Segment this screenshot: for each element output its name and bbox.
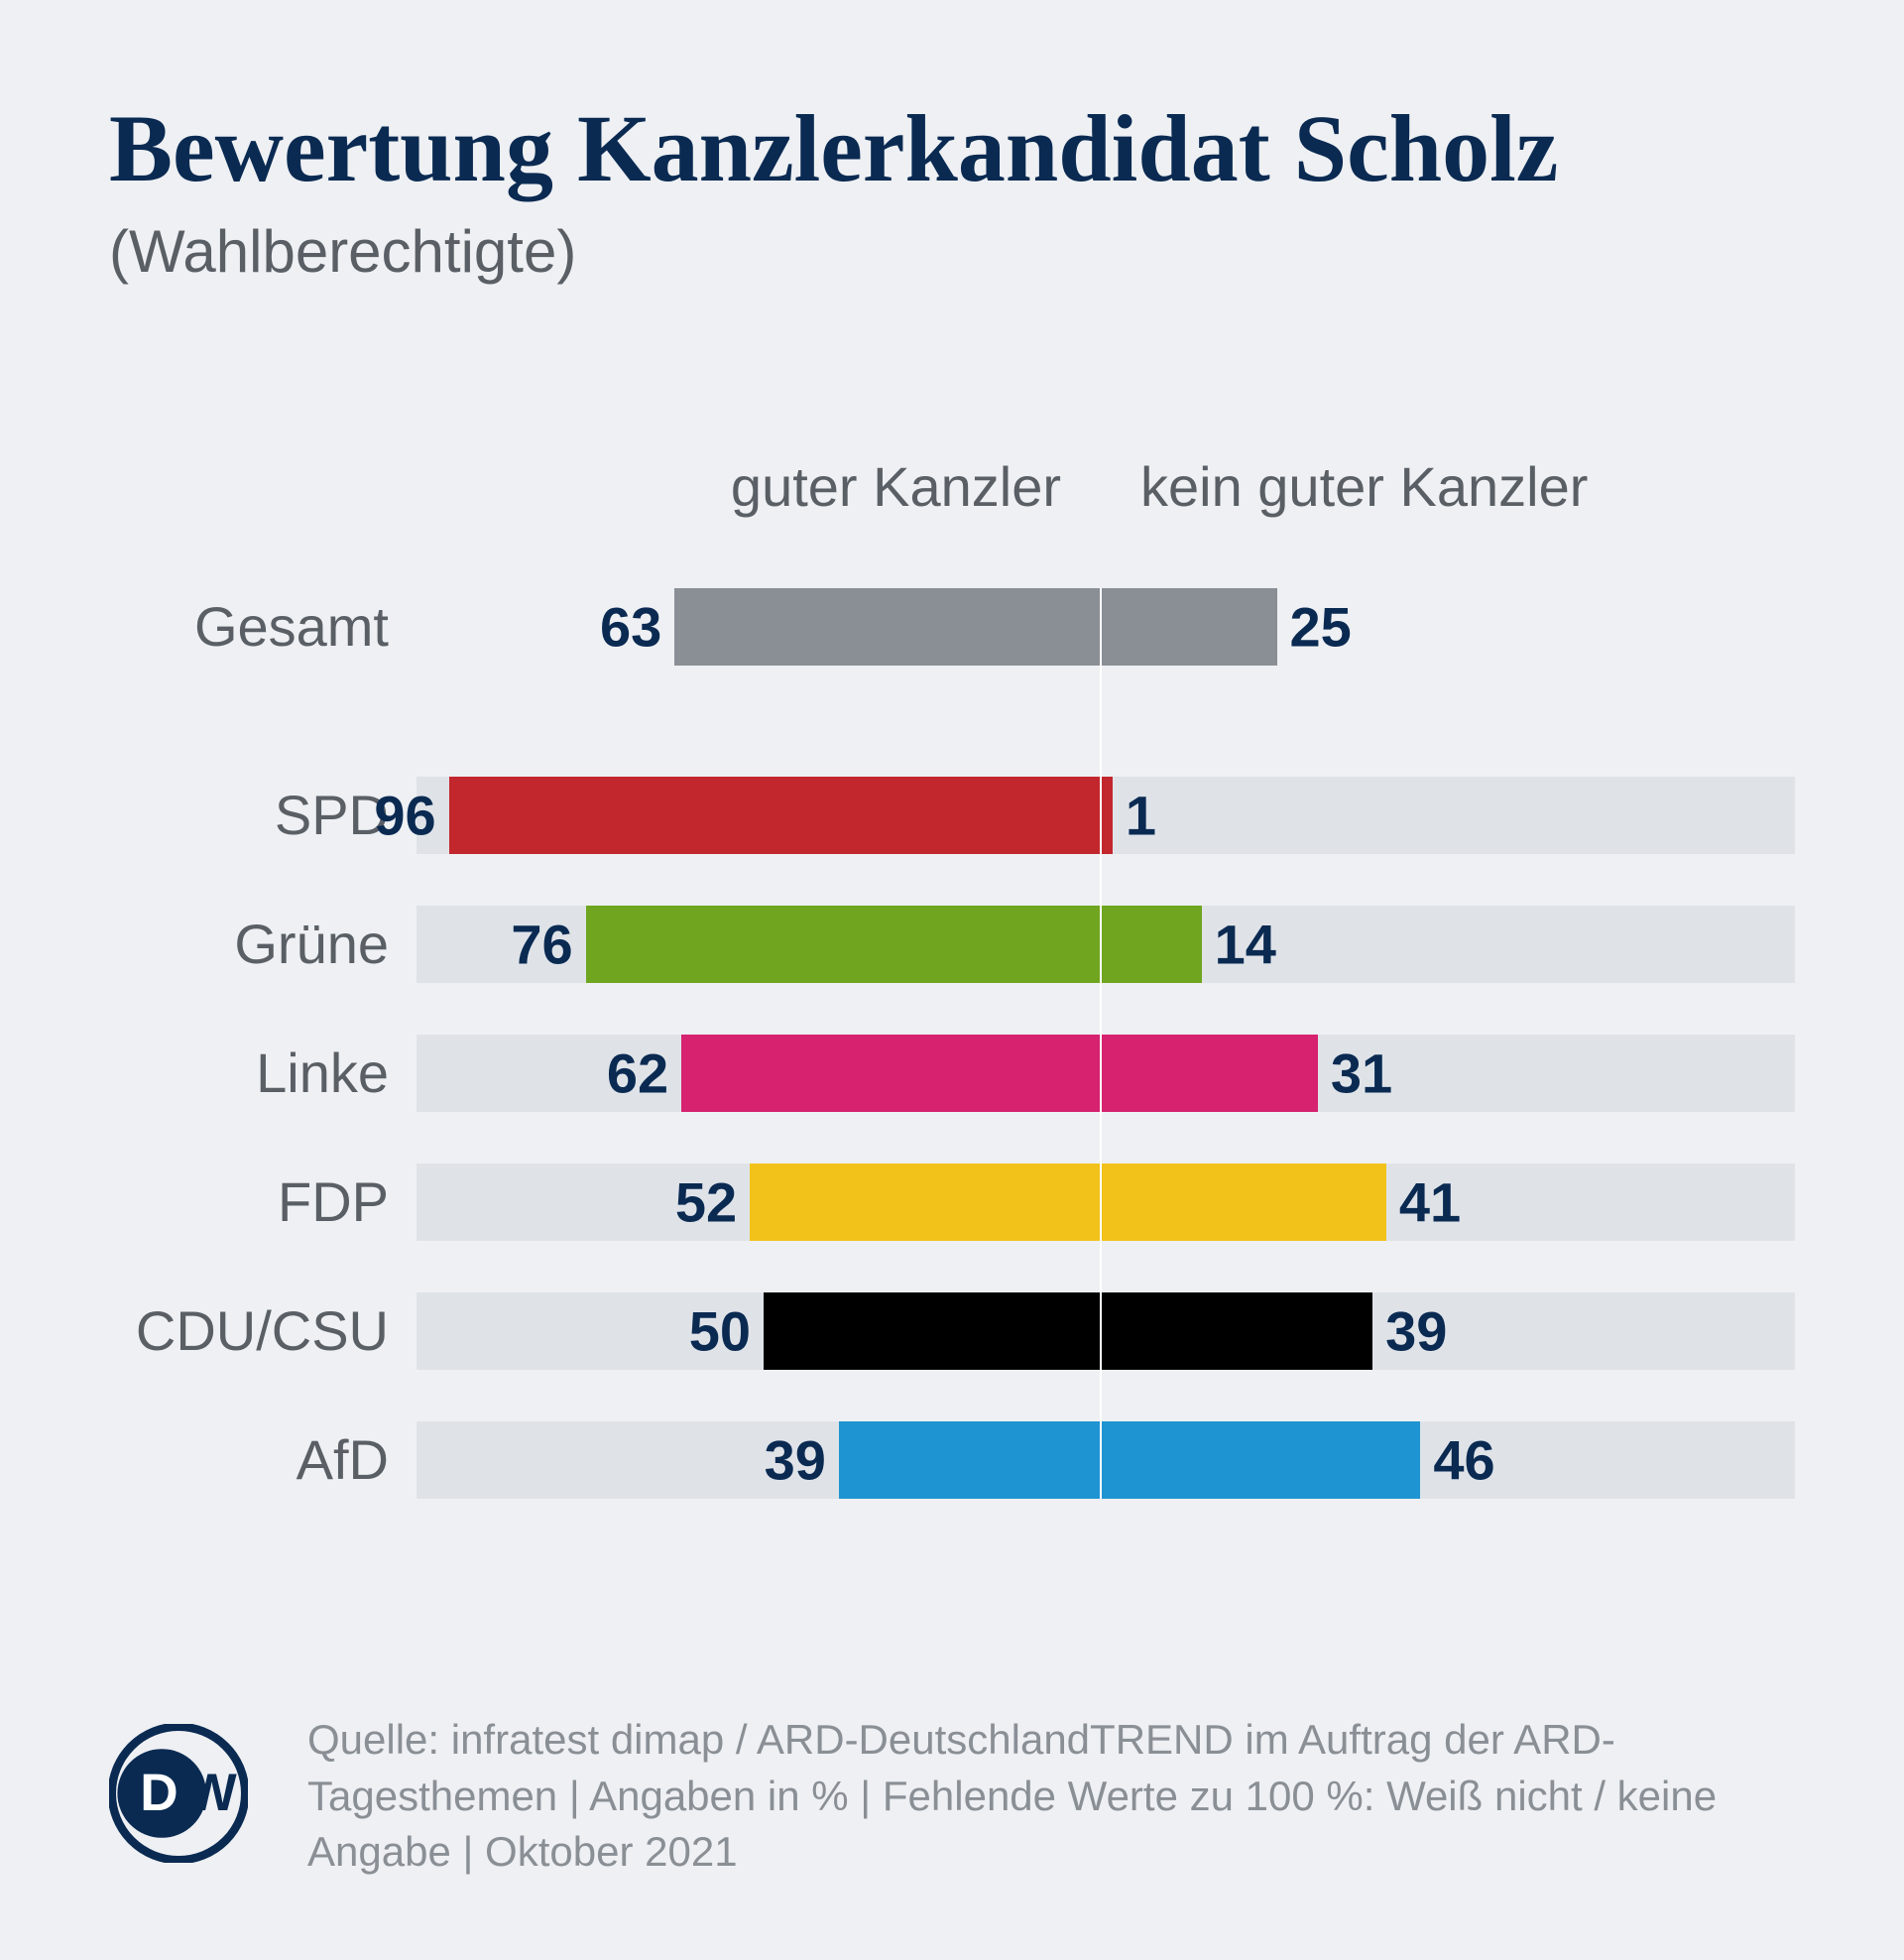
value-left: 50: [689, 1298, 751, 1363]
value-left: 76: [511, 912, 572, 976]
row-track: 62 31: [416, 1035, 1795, 1112]
center-divider: [1100, 588, 1102, 1499]
value-right: 41: [1399, 1169, 1461, 1234]
svg-text:W: W: [186, 1764, 237, 1822]
bar-left: [681, 1035, 1106, 1112]
footer: D W Quelle: infratest dimap / ARD-Deutsc…: [109, 1712, 1795, 1881]
infographic-page: Bewertung Kanzlerkandidat Scholz (Wahlbe…: [0, 0, 1904, 1960]
bar-left: [674, 588, 1106, 666]
dw-logo-svg: D W: [109, 1724, 248, 1863]
bar-right: [1106, 1035, 1318, 1112]
value-left: 96: [374, 783, 435, 847]
chart-row: AfD 39 46: [109, 1421, 1795, 1499]
row-label: AfD: [109, 1427, 416, 1492]
value-right: 31: [1331, 1041, 1392, 1105]
bar-left: [839, 1421, 1106, 1499]
chart-row: FDP 52 41: [109, 1164, 1795, 1241]
value-right: 25: [1290, 594, 1352, 659]
bar-right: [1106, 588, 1277, 666]
row-label: CDU/CSU: [109, 1298, 416, 1363]
row-track: 76 14: [416, 906, 1795, 983]
header-left: guter Kanzler: [416, 454, 1101, 519]
svg-text:D: D: [140, 1764, 178, 1822]
chart-row: Gesamt 63 25: [109, 588, 1795, 666]
bar-right: [1106, 1164, 1386, 1241]
row-track: 961: [416, 777, 1795, 854]
chart-row: Grüne 76 14: [109, 906, 1795, 983]
row-label: Linke: [109, 1041, 416, 1105]
row-track: 52 41: [416, 1164, 1795, 1241]
header-spacer: [109, 454, 416, 519]
value-right: 46: [1433, 1427, 1494, 1492]
row-label: Gesamt: [109, 594, 416, 659]
value-left: 63: [600, 594, 661, 659]
bar-right: [1106, 1292, 1372, 1370]
bar-left: [586, 906, 1106, 983]
source-text: Quelle: infratest dimap / ARD-Deutschlan…: [307, 1712, 1745, 1881]
row-track: 63 25: [416, 588, 1795, 666]
row-label: FDP: [109, 1169, 416, 1234]
row-track: 39 46: [416, 1421, 1795, 1499]
chart-row: Linke 62 31: [109, 1035, 1795, 1112]
page-title: Bewertung Kanzlerkandidat Scholz: [109, 99, 1795, 199]
brand-logo: D W: [109, 1724, 248, 1868]
chart-row: CDU/CSU 50 39: [109, 1292, 1795, 1370]
header-right: kein guter Kanzler: [1101, 454, 1785, 519]
value-left: 52: [675, 1169, 737, 1234]
value-left: 39: [765, 1427, 826, 1492]
diverging-bar-chart: guter Kanzler kein guter Kanzler Gesamt6…: [109, 454, 1795, 1499]
bar-right: [1106, 777, 1113, 854]
row-label: Grüne: [109, 912, 416, 976]
value-right: 39: [1385, 1298, 1447, 1363]
bar-right: [1106, 1421, 1420, 1499]
bar-right: [1106, 906, 1202, 983]
page-subtitle: (Wahlberechtigte): [109, 217, 1795, 286]
chart-rows: Gesamt6325SPD961Grüne7614Linke6231FDP524…: [109, 588, 1795, 1499]
column-headers: guter Kanzler kein guter Kanzler: [109, 454, 1795, 519]
dw-logo-icon: D W: [109, 1724, 248, 1863]
row-track: 50 39: [416, 1292, 1795, 1370]
row-label: SPD: [109, 783, 416, 847]
bar-left: [764, 1292, 1106, 1370]
value-right: 14: [1215, 912, 1276, 976]
chart-row: SPD961: [109, 777, 1795, 854]
value-right: 1: [1126, 783, 1156, 847]
bar-left: [449, 777, 1106, 854]
bar-left: [750, 1164, 1106, 1241]
value-left: 62: [607, 1041, 668, 1105]
